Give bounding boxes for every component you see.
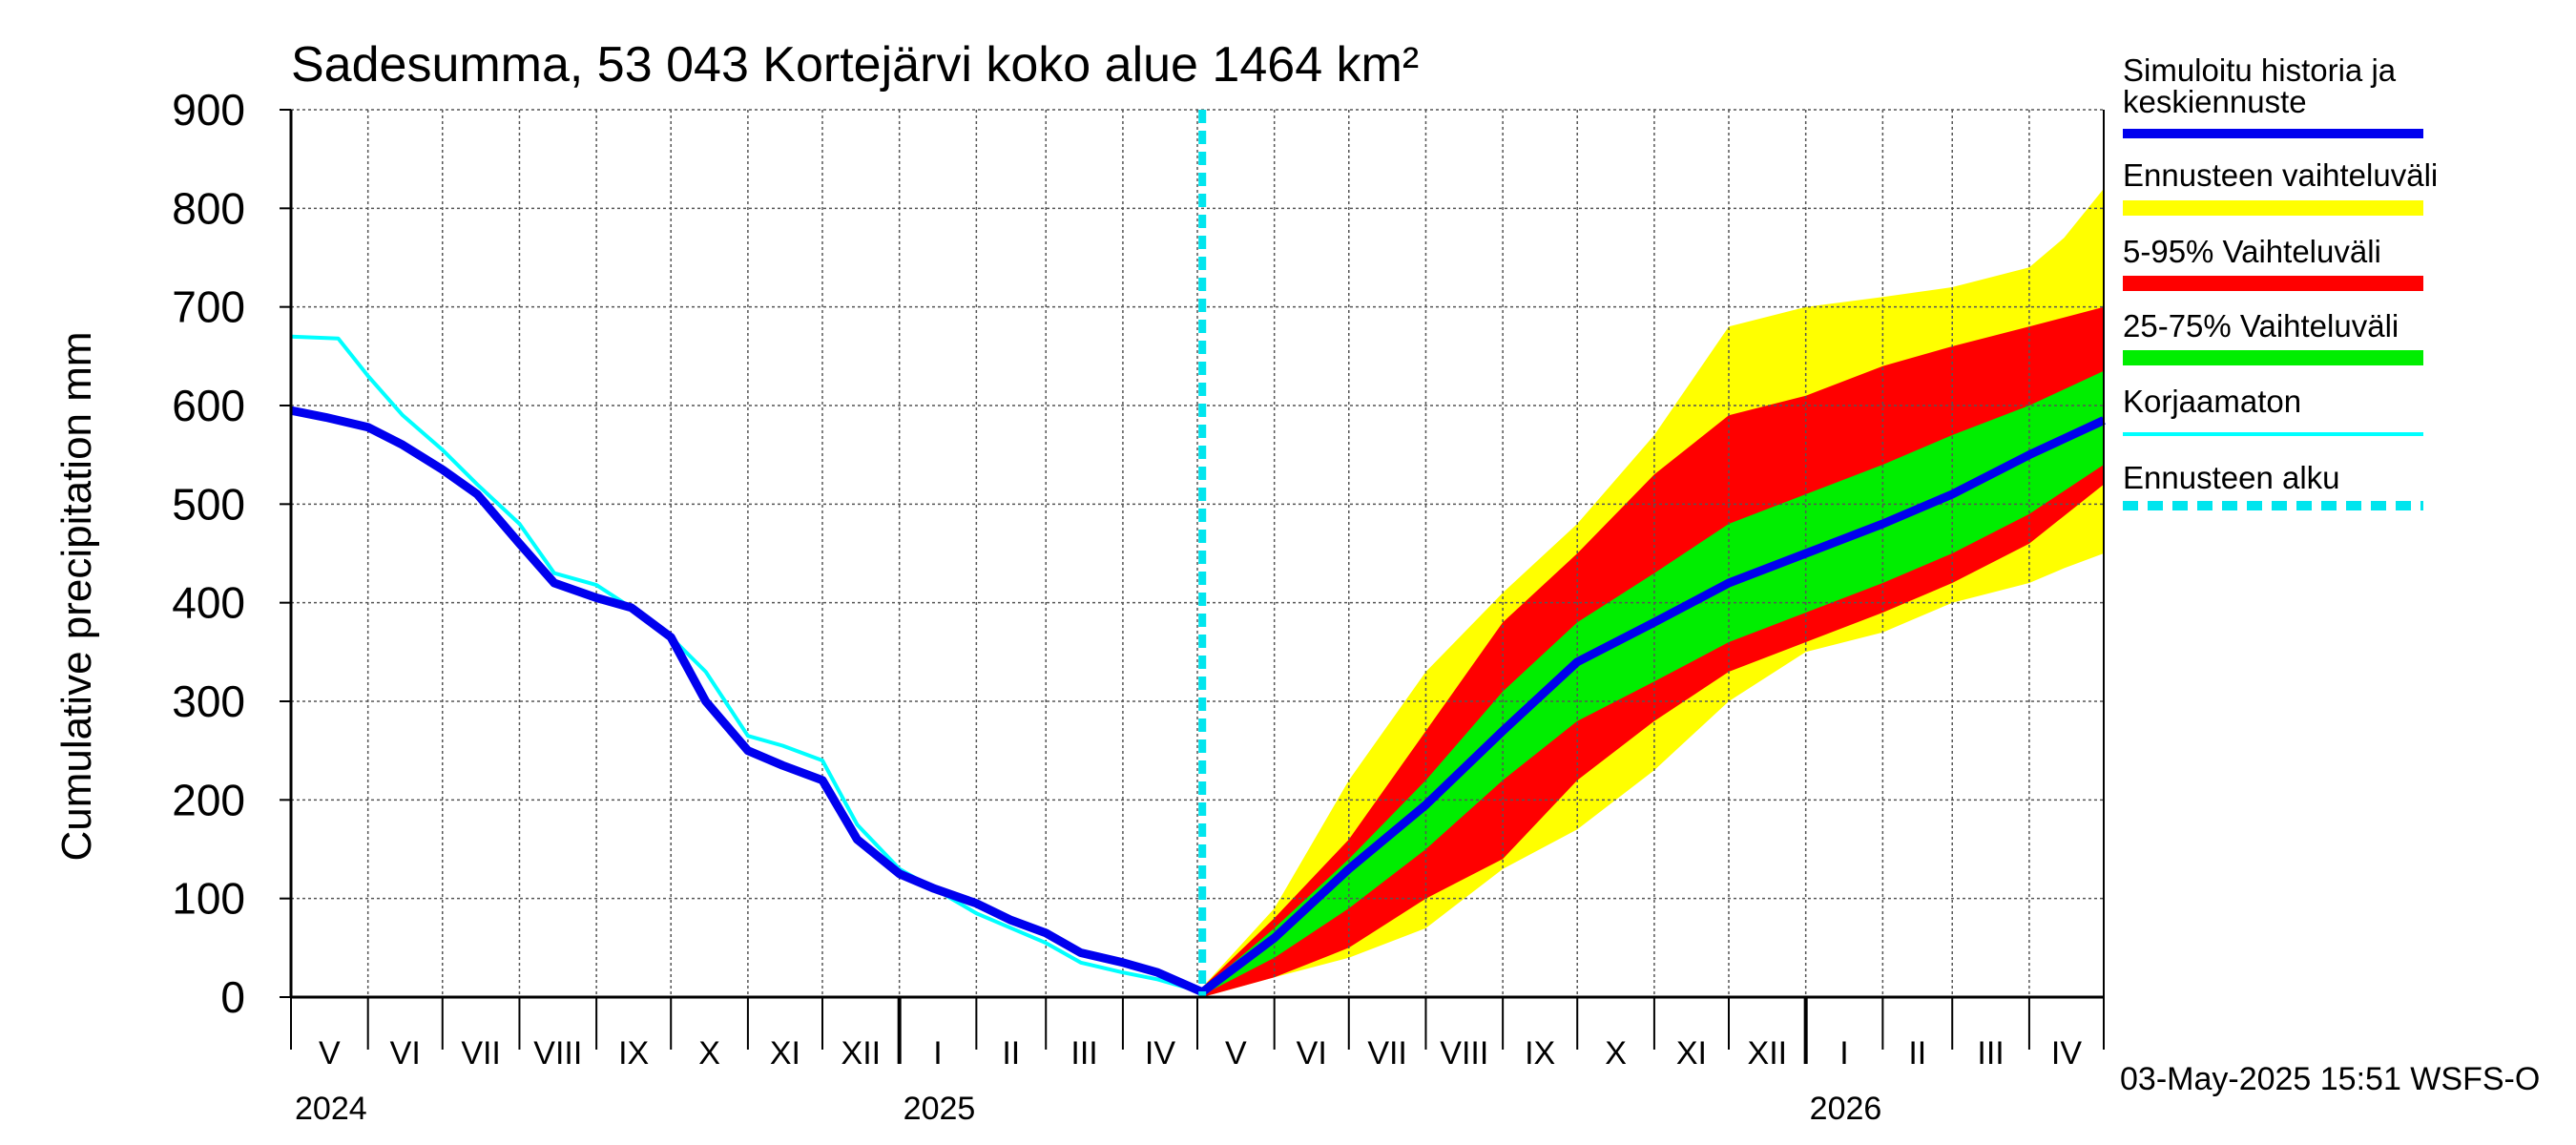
x-month-label: XII: [841, 1035, 882, 1072]
x-month-label: IV: [1145, 1035, 1175, 1072]
x-month-label: V: [1225, 1035, 1247, 1072]
x-month-label: IX: [618, 1035, 649, 1072]
legend-label: keskiennuste: [2123, 84, 2307, 119]
x-year-label: 2024: [295, 1091, 367, 1127]
x-month-label: VI: [1297, 1035, 1327, 1072]
x-year-label: 2026: [1810, 1091, 1882, 1127]
x-tick-labels: V VI VII VIII IX X XI XII I II III IV V VI VII VIII IX X X…: [295, 1035, 2082, 1127]
x-month-label: VII: [1367, 1035, 1407, 1072]
x-month-label: IX: [1525, 1035, 1555, 1072]
x-month-label: XII: [1748, 1035, 1788, 1072]
legend-label: 25-75% Vaihteluväli: [2123, 308, 2399, 344]
timestamp-label: 03-May-2025 15:51 WSFS-O: [2120, 1061, 2540, 1097]
x-month-label: III: [1070, 1035, 1097, 1072]
y-tick-label: 600: [172, 381, 245, 430]
x-month-label: VIII: [533, 1035, 582, 1072]
x-month-label: X: [698, 1035, 720, 1072]
chart-title: Sadesumma, 53 043 Kortejärvi koko alue 1…: [291, 37, 1419, 93]
x-month-label: IV: [2051, 1035, 2082, 1072]
y-tick-label: 500: [172, 479, 245, 529]
legend-label: Simuloitu historia ja: [2123, 52, 2397, 88]
legend-label: 5-95% Vaihteluväli: [2123, 234, 2381, 269]
x-month-label: XI: [770, 1035, 800, 1072]
x-month-label: XI: [1676, 1035, 1707, 1072]
x-month-label: I: [1839, 1035, 1848, 1072]
y-tick-label: 300: [172, 677, 245, 726]
x-month-label: II: [1908, 1035, 1926, 1072]
x-month-label: VII: [461, 1035, 501, 1072]
legend-label: Ennusteen alku: [2123, 460, 2340, 495]
y-tick-label: 900: [172, 85, 245, 135]
legend-label: Ennusteen vaihteluväli: [2123, 157, 2438, 193]
x-month-label: VI: [390, 1035, 421, 1072]
x-month-label: I: [933, 1035, 942, 1072]
y-tick-label: 800: [172, 183, 245, 233]
series-lines: [290, 110, 2106, 997]
y-tick-label: 400: [172, 578, 245, 628]
y-tick-label: 700: [172, 282, 245, 332]
series-line-uncorrected: [290, 334, 1203, 994]
x-month-label: X: [1605, 1035, 1627, 1072]
y-tick-labels: 0 100 200 300 400 500 600 700 800 900: [172, 85, 245, 1022]
legend-label: Korjaamaton: [2123, 384, 2301, 419]
x-year-label: 2025: [904, 1091, 976, 1127]
axes: [280, 109, 2105, 1064]
series-line-main: [290, 406, 2106, 997]
y-axis-label: Cumulative precipitation mm: [53, 331, 100, 861]
y-tick-label: 0: [220, 972, 245, 1022]
y-tick-label: 200: [172, 775, 245, 824]
y-tick-label: 100: [172, 874, 245, 924]
grid-lines: [291, 109, 2104, 997]
x-month-label: V: [319, 1035, 341, 1072]
x-month-label: III: [1977, 1035, 2004, 1072]
x-month-label: VIII: [1440, 1035, 1488, 1072]
x-month-label: II: [1002, 1035, 1020, 1072]
